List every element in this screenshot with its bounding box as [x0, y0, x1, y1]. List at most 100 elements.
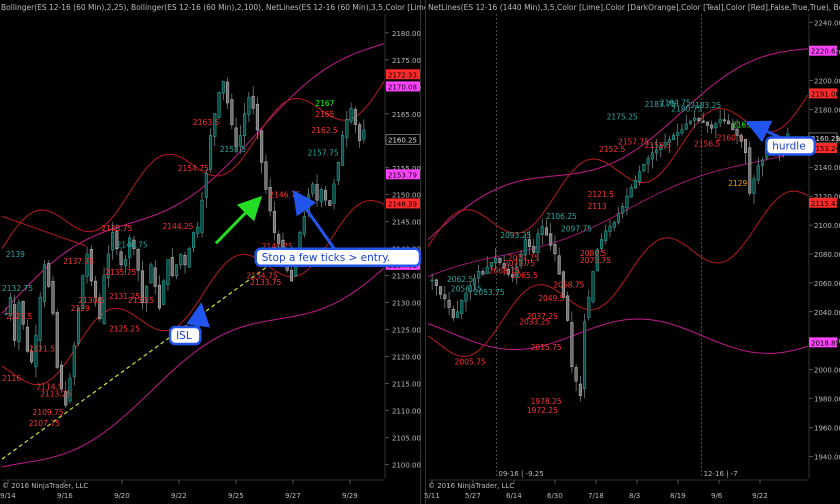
x-tick-label: 9/16: [57, 492, 73, 500]
candle: [443, 294, 447, 300]
candle: [578, 383, 582, 396]
candle: [515, 266, 519, 278]
y-tick-label: 2040.00: [814, 309, 840, 317]
net-label: 2140.75: [262, 242, 293, 251]
candle: [549, 233, 553, 246]
x-tick-label: 9/27: [285, 492, 301, 500]
net-label: 2116: [2, 374, 21, 383]
right-callouts: hurdle: [745, 120, 816, 156]
y-tick-label: 2165.00: [392, 111, 421, 119]
net-label: 2184.75: [660, 99, 691, 108]
candle: [51, 280, 55, 314]
candle: [132, 239, 136, 249]
candle: [638, 171, 642, 182]
candle: [251, 96, 255, 109]
candle: [587, 297, 591, 318]
price-flag-label: 2191.06: [811, 90, 840, 98]
candle: [157, 284, 161, 309]
x-tick-label: 8/19: [670, 492, 686, 500]
candle: [540, 226, 544, 235]
left-chart-header: Bollinger(ES 12-16 (60 Min),2,25), Bolli…: [1, 3, 451, 12]
candle: [536, 233, 540, 253]
price-flag-label: 2153.79: [388, 171, 417, 179]
resistance-line: [1, 215, 87, 247]
candle: [604, 230, 608, 241]
candle: [25, 326, 29, 352]
net-label: 2125.25: [109, 325, 140, 334]
candle: [655, 149, 659, 154]
net-label: 2163.5: [193, 118, 219, 127]
y-tick-label: 2100.00: [392, 462, 421, 470]
candle: [456, 311, 460, 318]
candle: [447, 299, 451, 308]
candle: [336, 162, 340, 181]
net-label: 2130.5: [128, 296, 154, 305]
candle: [353, 109, 357, 125]
candle: [81, 275, 85, 309]
right-chart-header: NetLines(ES 12-16 (1440 Min),3,5,Color […: [428, 3, 840, 12]
y-tick-label: 2000.00: [814, 367, 840, 375]
candle: [115, 230, 119, 249]
y-tick-label: 1960.00: [814, 424, 840, 432]
net-label: 2093.25: [500, 231, 531, 240]
candle: [226, 81, 230, 104]
price-flag-label: 2115.42: [811, 200, 840, 208]
candle: [30, 350, 34, 363]
price-flag: [809, 197, 837, 208]
candle: [693, 117, 697, 121]
candle: [684, 123, 688, 130]
candle: [328, 200, 332, 206]
net-label: 1972.25: [527, 406, 558, 415]
right-chart-panel: NetLines(ES 12-16 (1440 Min),3,5,Color […: [424, 0, 840, 504]
net-label: 2053.75: [474, 288, 505, 297]
candle: [468, 285, 472, 293]
candle: [106, 253, 110, 278]
candle: [633, 179, 637, 188]
candle: [311, 183, 315, 194]
band-outer-lower: [1, 267, 385, 468]
candle: [494, 258, 498, 264]
candle: [511, 274, 515, 278]
price-flag: [809, 143, 837, 154]
candle: [430, 279, 434, 282]
left-chart-panel: Bollinger(ES 12-16 (60 Min),2,25), Bolli…: [0, 0, 451, 504]
candle: [302, 216, 306, 235]
candle: [174, 264, 179, 276]
candle: [519, 253, 523, 266]
net-label: 2129: [71, 304, 90, 313]
candle: [591, 271, 595, 302]
net-label: 2080.5: [580, 249, 606, 258]
net-label: 2140.75: [117, 240, 148, 249]
net-label: 2158.5: [220, 145, 246, 154]
candle: [319, 189, 323, 203]
candle: [701, 120, 705, 123]
candle: [196, 226, 200, 234]
candle: [489, 262, 493, 267]
candle: [64, 391, 68, 406]
y-tick-label: 1980.00: [814, 395, 840, 403]
candle: [128, 237, 132, 258]
net-label: 2137.75: [63, 257, 94, 266]
candle: [629, 187, 633, 198]
candle: [247, 97, 251, 115]
candle: [289, 269, 293, 282]
net-label: 2165: [315, 110, 334, 119]
candle: [277, 234, 281, 244]
left-footer: © 2016 NinjaTrader, LLC: [2, 482, 88, 490]
candle: [735, 128, 739, 136]
net-label: 2049.5: [538, 294, 564, 303]
net-label: 2156.5: [694, 139, 720, 148]
net-label: 2169.5: [732, 121, 758, 130]
y-tick-label: 2100.00: [814, 222, 840, 230]
band-inner-upper: [1, 81, 385, 249]
candle: [234, 127, 238, 147]
net-label: 2133.75: [250, 278, 281, 287]
candle: [561, 271, 565, 298]
y-tick-label: 2120.00: [392, 354, 421, 362]
price-flag: [386, 81, 420, 92]
net-label: 2113: [588, 202, 607, 211]
price-flag-label: 2172.33: [388, 71, 417, 79]
net-label: 2144.25: [162, 222, 193, 231]
candle: [502, 263, 506, 269]
